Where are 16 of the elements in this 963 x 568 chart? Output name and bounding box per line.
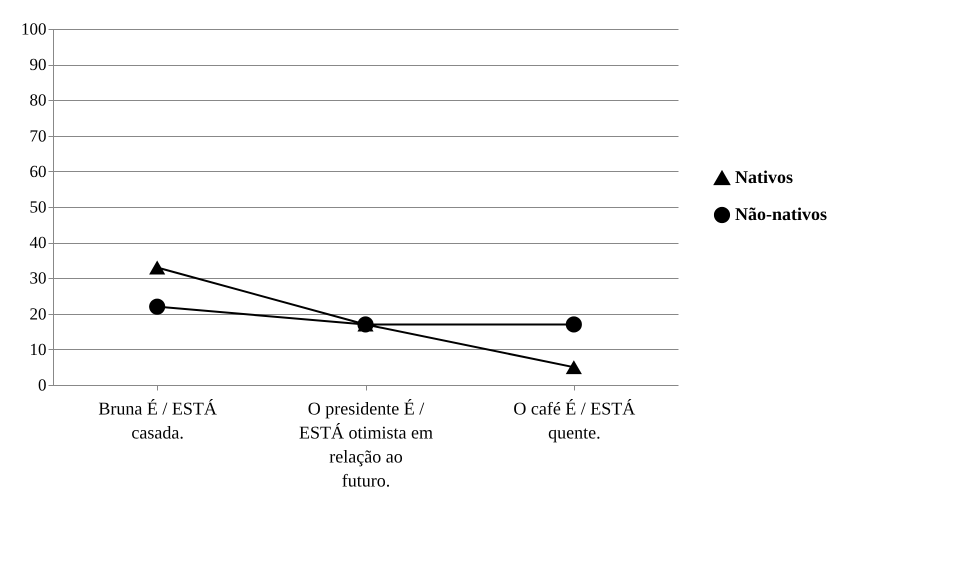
legend-label: Nativos	[735, 167, 793, 187]
legend-label: Não-nativos	[735, 204, 828, 224]
y-tick-label: 0	[38, 376, 46, 394]
y-tick-label: 10	[30, 340, 46, 359]
y-tick-label: 40	[30, 233, 46, 252]
y-tick-label: 30	[30, 268, 46, 288]
x-tick-label: O café É / ESTÁ quente.	[513, 398, 636, 442]
y-tick-label: 70	[30, 126, 46, 146]
y-tick-label: 60	[30, 162, 46, 181]
y-tick-label: 80	[30, 90, 46, 110]
y-tick-label: 20	[30, 304, 46, 324]
y-tick-label: 50	[30, 198, 46, 216]
x-tick-label: Bruna É / ESTÁ casada.	[98, 398, 217, 442]
y-tick-label: 100	[21, 20, 46, 38]
y-tick-label: 90	[30, 55, 46, 74]
x-tick-label: O presidente É / ESTÁ otimista em relação ao futuro.	[299, 398, 433, 490]
